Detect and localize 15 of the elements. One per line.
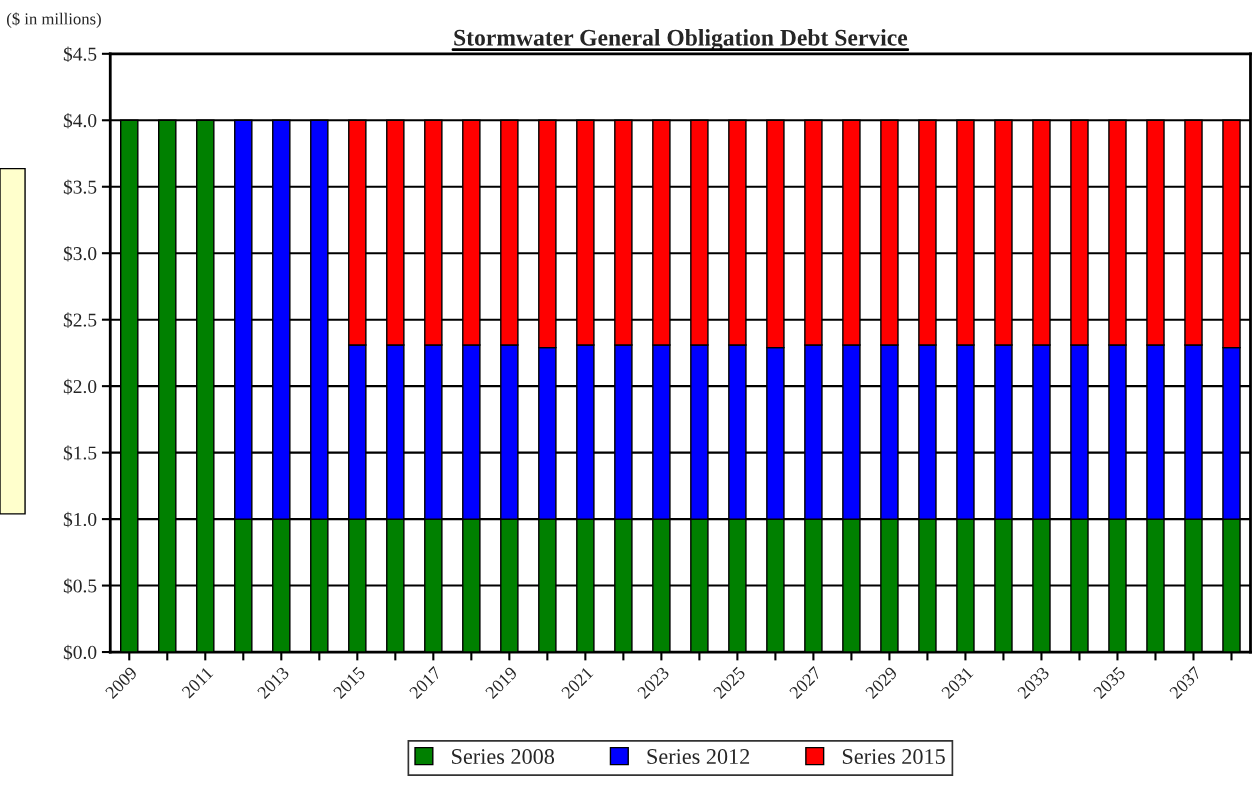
y-tick-label: $3.0 (63, 245, 97, 262)
y-tick-label: $0.5 (63, 578, 97, 594)
y-tick-label: $1.5 (63, 445, 97, 461)
y-tick-label: $4.5 (63, 46, 97, 63)
y-tick-label: $2.0 (63, 378, 97, 395)
y-axis-title: ($ in millions) (7, 12, 101, 28)
y-tick-label: $4.0 (63, 112, 97, 129)
y-tick-label: $1.0 (63, 511, 97, 528)
legend-label: Series 2012 (647, 749, 750, 765)
legend-label: Series 2015 (842, 749, 945, 765)
chart-title: Stormwater General Obligation Debt Service (454, 29, 908, 51)
legend-label: Series 2008 (452, 749, 555, 765)
y-tick-label: $3.5 (63, 179, 97, 195)
y-tick-label: $0.0 (63, 644, 97, 661)
y-tick-label: $2.5 (63, 312, 97, 328)
